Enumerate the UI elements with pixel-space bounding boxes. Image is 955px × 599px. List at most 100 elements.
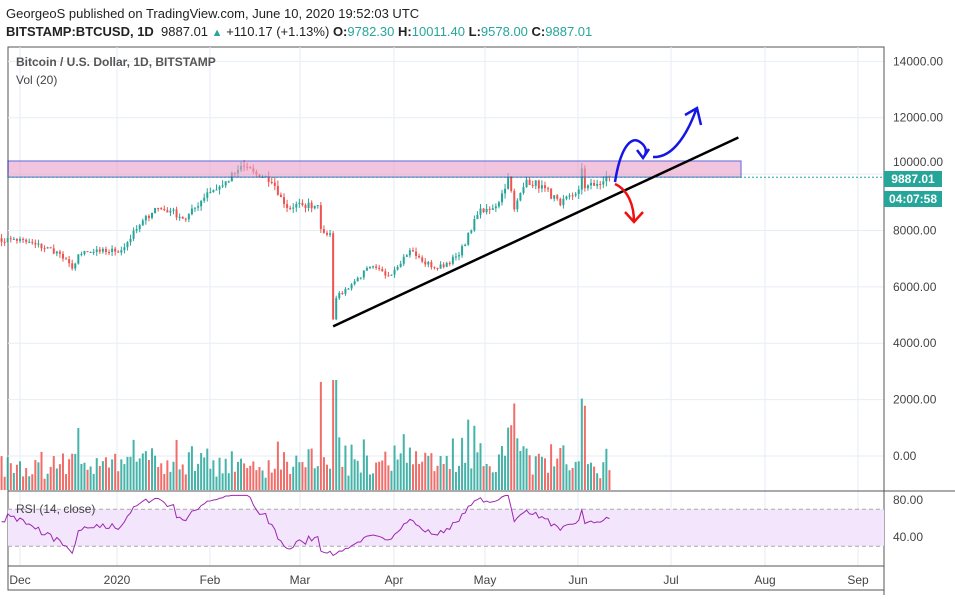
candle-body — [368, 267, 371, 269]
countdown-tag: 04:07:58 — [884, 191, 942, 207]
candle-body — [399, 263, 402, 268]
volume-bar — [356, 460, 359, 490]
candle-body — [92, 251, 95, 253]
candle-body — [111, 248, 114, 253]
volume-bar — [491, 472, 494, 490]
volume-bar — [494, 471, 497, 490]
volume-bar — [98, 466, 101, 490]
rsi-legend: RSI (14, close) — [16, 502, 96, 516]
candle-body — [316, 205, 319, 207]
candle-body — [215, 189, 218, 191]
price-tick: 8000.00 — [893, 223, 937, 237]
volume-bar — [203, 457, 206, 490]
volume-bar — [415, 451, 418, 490]
volume-bar — [310, 448, 313, 490]
volume-bar — [252, 461, 255, 490]
volume-bar — [565, 464, 568, 490]
volume-bar — [368, 474, 371, 490]
candle-body — [98, 249, 101, 252]
volume-bar — [89, 466, 92, 490]
volume-bar — [25, 468, 28, 490]
volume-bar — [513, 403, 516, 490]
volume-bar — [31, 474, 34, 490]
price-change: +110.17 (+1.13%) — [226, 24, 330, 39]
volume-bar — [22, 476, 25, 490]
volume-bar — [43, 478, 46, 490]
candle-body — [55, 251, 58, 254]
candle-body — [25, 239, 28, 242]
volume-bar — [528, 455, 531, 490]
candle-body — [577, 189, 580, 195]
candle-body — [491, 208, 494, 210]
volume-bar — [580, 398, 583, 490]
candle-body — [497, 202, 500, 207]
candle-body — [141, 220, 144, 226]
candle-body — [224, 181, 227, 186]
candle-body — [504, 188, 507, 194]
volume-bar — [160, 463, 163, 490]
volume-bar — [0, 456, 3, 490]
volume-bar — [178, 469, 181, 490]
candle-body — [556, 195, 559, 199]
volume-bar — [255, 470, 258, 490]
volume-bar — [488, 466, 491, 490]
candle-body — [531, 185, 534, 187]
candle-body — [101, 248, 104, 252]
candle-body — [543, 185, 546, 189]
volume-bar — [55, 468, 58, 490]
time-tick: Sep — [847, 573, 869, 587]
time-tick: Apr — [385, 573, 404, 587]
candle-body — [19, 238, 21, 241]
volume-bar — [197, 463, 200, 490]
volume-bar — [507, 427, 510, 490]
time-tick: Jun — [568, 573, 587, 587]
volume-bar — [163, 473, 166, 490]
candle-body — [206, 192, 209, 198]
price-tick: 6000.00 — [893, 280, 937, 294]
candle-body — [181, 216, 184, 219]
volume-legend: Vol (20) — [16, 73, 58, 87]
candle-body — [338, 292, 341, 299]
close-label: C: — [531, 24, 546, 39]
volume-bar — [329, 468, 332, 490]
volume-bar — [537, 453, 540, 490]
volume-bar — [568, 470, 571, 490]
volume-bar — [283, 452, 286, 490]
volume-bar — [365, 455, 368, 490]
volume-bar — [258, 467, 261, 490]
volume-bar — [319, 381, 322, 490]
candle-body — [442, 264, 445, 267]
volume-bar — [497, 454, 500, 490]
volume-bar — [408, 447, 411, 490]
volume-bar — [157, 467, 160, 490]
candle-body — [482, 208, 485, 213]
volume-bar — [184, 474, 187, 490]
candle-body — [190, 208, 193, 215]
volume-bar — [562, 445, 565, 490]
candle-body — [408, 250, 411, 256]
volume-bar — [190, 446, 193, 490]
low-value: 9578.00 — [480, 24, 528, 39]
volume-bar — [61, 453, 64, 490]
volume-bar — [123, 464, 126, 490]
volume-bar — [559, 447, 562, 490]
candle-body — [461, 246, 464, 256]
volume-bar — [95, 458, 98, 490]
candle-body — [537, 180, 540, 189]
volume-bar — [525, 448, 528, 490]
volume-bar — [147, 460, 150, 490]
candle-body — [454, 256, 457, 258]
volume-bar — [86, 469, 89, 490]
volume-bar — [347, 475, 350, 490]
volume-bar — [381, 460, 384, 490]
candle-body — [387, 275, 390, 277]
volume-bar — [301, 462, 304, 490]
volume-bar — [338, 437, 341, 490]
symbol: BITSTAMP:BTCUSD, 1D — [6, 24, 154, 39]
candle-body — [310, 202, 313, 209]
volume-bar — [34, 460, 37, 490]
candle-body — [583, 168, 586, 189]
volume-bar — [15, 464, 18, 490]
candle-body — [172, 209, 175, 211]
